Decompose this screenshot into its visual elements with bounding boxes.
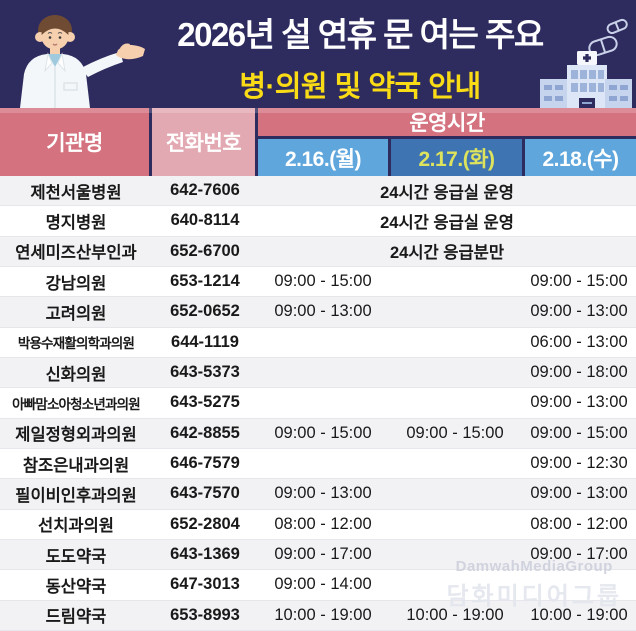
table-row: 강남의원 653-1214 09:00 - 15:00 09:00 - 15:00 [0,266,636,298]
hours-cell: 08:00 - 12:00 [530,514,628,533]
hospital-building-icon [540,51,632,114]
table-row: 필이비인후과의원 643-7570 09:00 - 13:00 09:00 - 13:… [0,479,636,510]
table-row: 명지병원 640-8114 24시간 응급실 운영 [0,206,636,237]
institution-name: 연세미즈산부인과 [15,244,137,263]
column-header-hours: 운영시간 [258,108,636,139]
table-row: 아빠맘소아청소년과의원 643-5275 09:00 - 13:00 [0,388,636,419]
table-row: 고려의원 652-0652 09:00 - 13:00 09:00 - 13:00 [0,297,636,328]
hours-cell: 08:00 - 12:00 [274,514,372,533]
phone-number: 643-7570 [170,484,240,503]
phone-number: 653-1214 [170,272,240,291]
phone-number: 643-5275 [170,393,240,412]
institution-name: 참조은내과의원 [22,456,130,475]
hours-cell: 09:00 - 15:00 [530,423,628,442]
hours-all-days: 24시간 응급분만 [389,244,505,263]
phone-number: 642-7606 [170,181,240,200]
phone-number: 652-0652 [170,302,240,321]
hours-cell: 09:00 - 15:00 [274,272,372,291]
hours-header-block: 운영시간 2.16.(월) 2.17.(화) 2.18.(수) [258,108,636,176]
phone-number: 642-8855 [170,423,240,442]
institution-name: 제일정형외과의원 [15,426,137,445]
institution-name: 드림약국 [45,608,107,627]
table-row: 선치과의원 652-2804 08:00 - 12:00 08:00 - 12:00 [0,509,636,540]
phone-number: 643-5373 [170,363,240,382]
title-line2: 병·의원 및 약국 안내 [239,71,481,103]
institution-name: 아빠맘소아청소년과의원 [12,396,141,412]
table-row: 참조은내과의원 646-7579 09:00 - 12:30 [0,448,636,480]
hours-cell: 09:00 - 15:00 [530,272,628,291]
doctor-illustration-icon [20,15,145,108]
table-row: 동산약국 647-3013 09:00 - 14:00 [0,570,636,601]
pills-outline-icon [588,18,628,57]
hours-cell: 09:00 - 18:00 [530,363,628,382]
institution-name: 고려의원 [45,304,107,323]
date-column-header: 2.18.(수) [522,139,636,176]
institution-name: 명지병원 [45,213,107,232]
date-column-header: 2.16.(월) [258,139,388,176]
banner-titles: 2026년 설 연휴 문 여는 주요 병·의원 및 약국 안내 [128,8,592,105]
hours-cell: 10:00 - 19:00 [406,605,504,624]
column-header-phone: 전화번호 [152,108,258,176]
table-row: 연세미즈산부인과 652-6700 24시간 응급분만 [0,236,636,267]
table-row: 드림약국 653-8993 10:00 - 19:00 10:00 - 19:00 10… [0,600,636,631]
title-line1: 2026년 설 연휴 문 여는 주요 [177,16,544,53]
hours-cell: 09:00 - 13:00 [530,302,628,321]
institution-name: 신화의원 [45,365,107,384]
institution-name: 동산약국 [45,577,107,596]
column-header-institution: 기관명 [0,108,152,176]
hours-cell: 09:00 - 17:00 [274,545,372,564]
table-row: 신화의원 643-5373 09:00 - 18:00 [0,357,636,389]
hours-cell: 09:00 - 13:00 [274,302,372,321]
hours-cell: 09:00 - 13:00 [530,393,628,412]
hours-cell: 10:00 - 19:00 [274,605,372,624]
phone-number: 640-8114 [170,211,240,230]
institution-name: 선치과의원 [38,517,114,536]
table-header: 기관명 전화번호 운영시간 2.16.(월) 2.17.(화) 2.18.(수) [0,108,636,176]
hours-all-days: 24시간 응급실 운영 [380,213,514,232]
table-row: 제일정형외과의원 642-8855 09:00 - 15:00 09:00 - 15:… [0,418,636,449]
hours-cell: 09:00 - 13:00 [530,484,628,503]
table-row: 박용수재활의학과의원 644-1119 06:00 - 13:00 [0,327,636,358]
phone-number: 647-3013 [170,575,240,594]
institution-name: 박용수재활의학과의원 [17,336,135,352]
date-column-header: 2.17.(화) [388,139,522,176]
hours-cell: 09:00 - 12:30 [530,454,628,473]
phone-number: 646-7579 [170,454,240,473]
hours-cell: 09:00 - 15:00 [274,423,372,442]
institution-name: 필이비인후과의원 [15,486,137,505]
institution-name: 강남의원 [45,274,107,293]
hours-cell: 06:00 - 13:00 [530,332,628,351]
hours-cell: 09:00 - 13:00 [274,484,372,503]
hours-cell: 10:00 - 19:00 [530,605,628,624]
hours-cell: 09:00 - 15:00 [406,423,504,442]
table-body: 제천서울병원 642-7606 24시간 응급실 운영 명지병원 640-8114 24시… [0,176,636,631]
phone-number: 652-2804 [170,514,240,533]
institution-name: 도도약국 [45,547,107,566]
phone-number: 644-1119 [171,332,239,351]
banner: 2026년 설 연휴 문 여는 주요 병·의원 및 약국 안내 [0,0,636,114]
table-row: 도도약국 643-1369 09:00 - 17:00 09:00 - 17:00 [0,539,636,571]
hours-all-days: 24시간 응급실 운영 [380,183,514,202]
institution-name: 제천서울병원 [30,183,122,202]
hours-cell: 09:00 - 14:00 [274,575,372,594]
date-columns: 2.16.(월) 2.17.(화) 2.18.(수) [258,139,636,176]
table-row: 제천서울병원 642-7606 24시간 응급실 운영 [0,176,636,207]
phone-number: 653-8993 [170,605,240,624]
phone-number: 652-6700 [170,241,240,260]
phone-number: 643-1369 [170,545,240,564]
hours-cell: 09:00 - 17:00 [530,545,628,564]
